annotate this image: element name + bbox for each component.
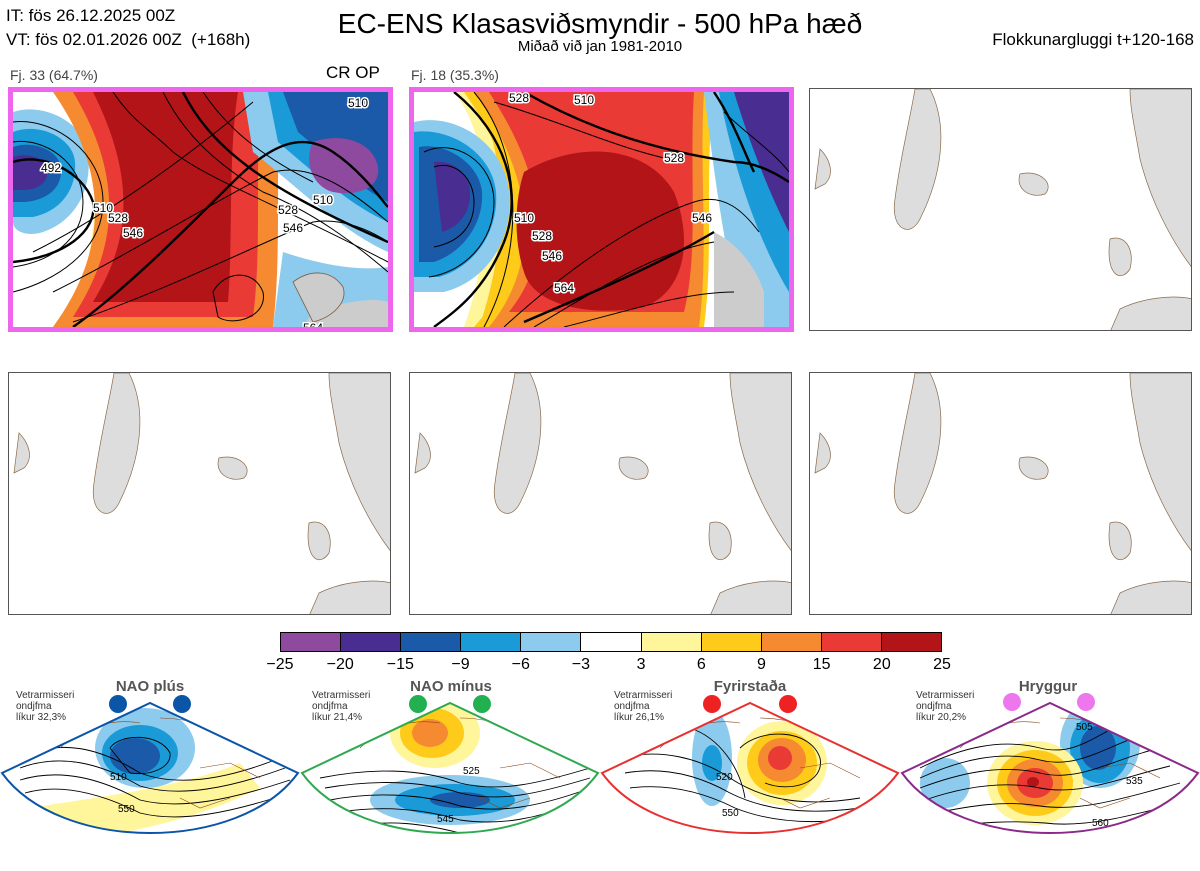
contour-label: 528 (664, 151, 684, 165)
contour-label: 510 (93, 201, 113, 215)
colorbar-swatch (281, 633, 342, 651)
regime-2-title: NAO mínus (410, 678, 492, 695)
colorbar-swatch (821, 633, 882, 651)
colorbar-tick-label: 9 (757, 656, 766, 673)
colorbar-tick-label: 3 (636, 656, 646, 673)
regime-4-dot (1003, 693, 1021, 711)
colorbar-swatch (341, 633, 402, 651)
colorbar-swatch (521, 633, 582, 651)
regime-3-note: Vetrarmisseri ondjfma líkur 26,1% (614, 690, 673, 723)
contour-label: 546 (283, 221, 303, 235)
regime-3-map: 520 550 560 (619, 710, 861, 833)
colorbar-tick-label: −15 (386, 656, 414, 673)
contour-label: 510 (110, 772, 127, 783)
contour-label: 528 (532, 229, 552, 243)
colorbar-swatch (881, 633, 942, 651)
contour-label: 546 (692, 211, 712, 225)
contour-label: 525 (463, 766, 480, 777)
contour-label: 528 (509, 92, 529, 105)
contour-label: 545 (437, 814, 454, 825)
regime-2-note: Vetrarmisseri ondjfma líkur 21,4% (312, 690, 371, 723)
regime-2-map: 525 545 565 (319, 703, 591, 861)
contour-label: 564 (554, 281, 574, 295)
colorbar-tick-label: −20 (326, 656, 354, 673)
regime-1-dot (173, 695, 191, 713)
contour-label: 510 (313, 193, 333, 207)
contour-label: 550 (722, 808, 739, 819)
colorbar (280, 632, 942, 652)
contour-label: 510 (348, 96, 368, 110)
cluster-map-3-empty (809, 88, 1192, 331)
cluster-2-label: Fj. 18 (35.3%) (411, 67, 499, 83)
init-time-label: IT: fös 26.12.2025 00Z VT: fös 02.01.2026… (6, 6, 251, 49)
colorbar-swatch (701, 633, 762, 651)
cluster-map-1[interactable]: 492 510 528 546 510 528 546 564 510 (8, 87, 393, 332)
colorbar-swatch (581, 633, 642, 651)
regime-1-dot (109, 695, 127, 713)
contour-label: 564 (303, 321, 323, 327)
regime-2-dot (409, 695, 427, 713)
colorbar-swatch (641, 633, 702, 651)
cluster-map-2[interactable]: 528 510 510 528 546 528 546 564 (409, 87, 794, 332)
colorbar-swatch (461, 633, 522, 651)
regime-4-map: 505 535 560 (919, 703, 1181, 829)
colorbar-tick-label: −25 (266, 656, 294, 673)
contour-label: 492 (41, 161, 61, 175)
contour-label: 528 (278, 203, 298, 217)
contour-label: 510 (574, 93, 594, 107)
classification-window-label: Flokkunargluggi t+120-168 (992, 30, 1194, 49)
colorbar-tick-label: 6 (696, 656, 706, 673)
contour-label: 550 (118, 804, 135, 815)
cluster-map-4-empty (8, 372, 391, 615)
contour-label: 546 (542, 249, 562, 263)
contour-label: 510 (514, 211, 534, 225)
colorbar-tick-label: 20 (872, 656, 891, 673)
regime-1-map: 510 550 (19, 708, 291, 833)
regime-4-title: Hryggur (1018, 678, 1078, 695)
regime-3-dot (703, 695, 721, 713)
colorbar-swatch (401, 633, 462, 651)
chart-subtitle: Miðað við jan 1981-2010 (517, 38, 683, 55)
cluster-map-5-empty (409, 372, 792, 615)
regime-4-note: Vetrarmisseri ondjfma líkur 20,2% (916, 690, 975, 723)
cluster-1-label: Fj. 33 (64.7%) (10, 67, 98, 83)
colorbar-tick-label: 15 (812, 656, 831, 673)
regime-3-dot (779, 695, 797, 713)
colorbar-tick-label: −3 (571, 656, 591, 673)
regime-3-title: Fyrirstaða (713, 678, 787, 695)
cluster-map-6-empty (809, 372, 1192, 615)
regime-2-dot (473, 695, 491, 713)
contour-label: 546 (123, 226, 143, 240)
regime-1-title: NAO plús (115, 678, 185, 695)
colorbar-tick-label: −6 (511, 656, 530, 673)
colorbar-swatch (761, 633, 822, 651)
cluster-1-tag: CR OP (326, 63, 380, 82)
regime-1-note: Vetrarmisseri ondjfma líkur 32,3% (16, 690, 75, 723)
contour-label: 560 (1092, 818, 1109, 829)
contour-label: 535 (1126, 776, 1143, 787)
contour-label: 520 (716, 772, 733, 783)
colorbar-tick-label: 25 (933, 656, 951, 673)
chart-title: EC-ENS Klasasviðsmyndir - 500 hPa hæð (337, 8, 863, 39)
regime-maps: 510 550 525 545 565 (0, 693, 1200, 861)
contour-label: 505 (1076, 722, 1093, 733)
colorbar-tick-label: −9 (451, 656, 470, 673)
contour-label: 528 (108, 211, 128, 225)
regime-4-dot (1077, 693, 1095, 711)
contour-label: 565 (446, 850, 463, 861)
